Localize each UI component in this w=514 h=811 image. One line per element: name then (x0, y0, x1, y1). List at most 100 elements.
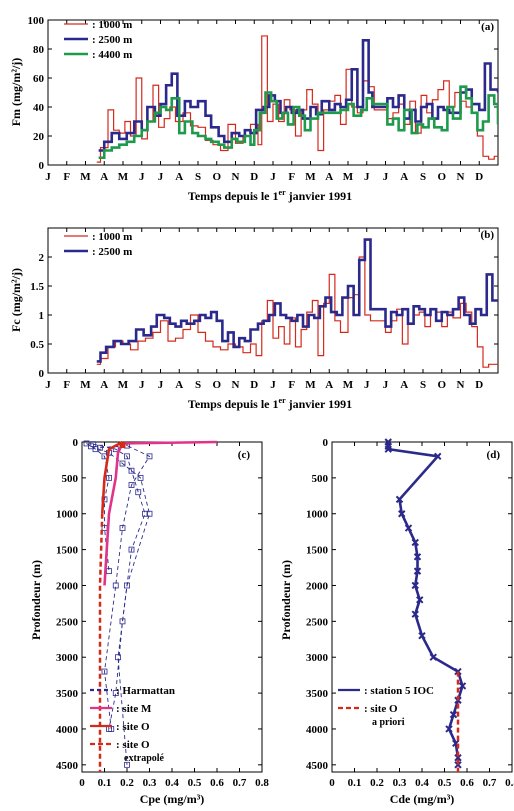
panel-a: Fm (mg/m²/j) Temps depuis le 1er janvier… (9, 15, 499, 203)
panel-b: Fc (mg/m²/j) Temps depuis le 1er janvier… (9, 227, 499, 411)
series-marker (418, 631, 426, 640)
series-marker (398, 510, 406, 518)
y-tick-label: 4000 (56, 724, 79, 736)
series-marker (434, 452, 442, 461)
legend-sublabel: a priori (372, 717, 405, 728)
profile-marker (128, 467, 135, 474)
x-tick-label: 0.1 (98, 777, 112, 789)
series-marker (411, 538, 419, 547)
series-marker (411, 610, 419, 618)
panel-d-xlabel: Cde (mg/m³) (390, 792, 455, 806)
profile-marker (142, 510, 148, 517)
y-tick-label: 2000 (56, 580, 79, 592)
series-line-3 (98, 513, 104, 772)
panel-d: Profondeur (m) Cde (mg/m³) (d) 0 500 1000 1… (279, 437, 514, 806)
legend-label: : site O (116, 721, 150, 733)
series-marker (411, 581, 419, 590)
x-tick-label: 0.7 (233, 777, 247, 789)
profile-marker (146, 453, 153, 460)
plot-frame (331, 441, 513, 773)
series-marker (413, 553, 422, 561)
y-tick-label: 20 (33, 131, 45, 143)
profile-marker (119, 460, 126, 467)
series-line-0 (96, 256, 498, 368)
legend-sublabel: extrapolé (124, 753, 165, 764)
x-tick-label: D (475, 171, 483, 183)
x-tick-label: J (270, 379, 276, 391)
profile-line-3 (86, 443, 110, 572)
panel-d-ylabel: Profondeur (m) (279, 560, 293, 640)
series-marker (454, 753, 462, 762)
legend-label: : 1000 m (92, 231, 132, 243)
series-line-1 (98, 39, 498, 152)
profile-marker (128, 546, 135, 553)
x-tick-label: O (437, 171, 446, 183)
x-tick-label: 0.6 (460, 777, 474, 789)
legend-label: : 4400 m (92, 49, 132, 61)
profile-marker (112, 690, 119, 696)
legend-label: : Harmattan (116, 685, 175, 697)
x-tick-label: O (437, 379, 446, 391)
series-marker (454, 761, 462, 769)
panel-c-label: (c) (238, 449, 251, 461)
y-tick-label: 4500 (306, 760, 329, 772)
panel-b-label: (b) (481, 229, 495, 241)
legend-label: : site O (364, 703, 398, 715)
x-tick-label: J (364, 171, 370, 183)
y-tick-label: 0 (39, 160, 45, 172)
y-tick-label: 500 (312, 473, 329, 485)
profile-marker (106, 474, 112, 481)
x-tick-label: M (118, 171, 129, 183)
profile-marker (101, 668, 108, 675)
y-tick-label: 0 (39, 368, 45, 380)
profile-marker (112, 582, 119, 589)
x-tick-label: A (100, 171, 108, 183)
panel-d-label: (d) (487, 449, 501, 461)
y-tick-label: 2 (39, 252, 45, 264)
series-marker (449, 710, 458, 719)
x-tick-label: 0.2 (370, 777, 384, 789)
x-tick-label: 0.7 (483, 777, 497, 789)
profile-line-2 (99, 445, 151, 730)
profile-marker (124, 453, 130, 460)
panel-a-ylabel: Fm (mg/m²/j) (9, 58, 23, 127)
y-tick-label: 3500 (56, 688, 79, 700)
profile-line-0 (93, 443, 146, 730)
series-marker (395, 495, 404, 504)
x-tick-label: M (80, 171, 91, 183)
y-tick-label: 2500 (306, 616, 329, 628)
y-tick-label: 100 (28, 15, 45, 27)
x-tick-label: 0.5 (188, 777, 202, 789)
series-marker (454, 667, 462, 676)
series-marker (404, 524, 413, 532)
legend-label: : station 5 IOC (364, 685, 434, 697)
x-tick-label: M (305, 379, 316, 391)
x-tick-label: J (45, 171, 51, 183)
y-tick-label: 1500 (56, 545, 79, 557)
y-tick-label: 3500 (306, 688, 329, 700)
x-tick-label: F (63, 379, 70, 391)
profile-marker (124, 582, 130, 589)
profile-marker (137, 474, 144, 481)
x-tick-label: 0.4 (415, 777, 429, 789)
panel-a-label: (a) (481, 21, 494, 33)
x-tick-label: D (475, 379, 483, 391)
x-tick-label: D (250, 379, 258, 391)
series-marker (429, 653, 437, 661)
legend-label: : site M (116, 703, 152, 715)
y-tick-label: 1500 (306, 545, 329, 557)
profile-marker (135, 489, 142, 496)
x-tick-label: D (250, 171, 258, 183)
x-tick-label: O (212, 379, 221, 391)
y-tick-label: 60 (33, 73, 45, 85)
x-tick-label: J (139, 379, 145, 391)
profile-marker (146, 510, 153, 517)
legend-label: : 2500 m (92, 246, 132, 258)
x-tick-label: 0 (329, 777, 335, 789)
profile-marker (83, 440, 90, 447)
x-tick-label: J (139, 171, 145, 183)
panel-c-xlabel: Cpe (mg/m³) (140, 792, 205, 806)
panel-c: Profondeur (m) Cpe (mg/m³) (c) 0 500 1000 1… (29, 437, 269, 806)
x-tick-label: S (420, 379, 426, 391)
